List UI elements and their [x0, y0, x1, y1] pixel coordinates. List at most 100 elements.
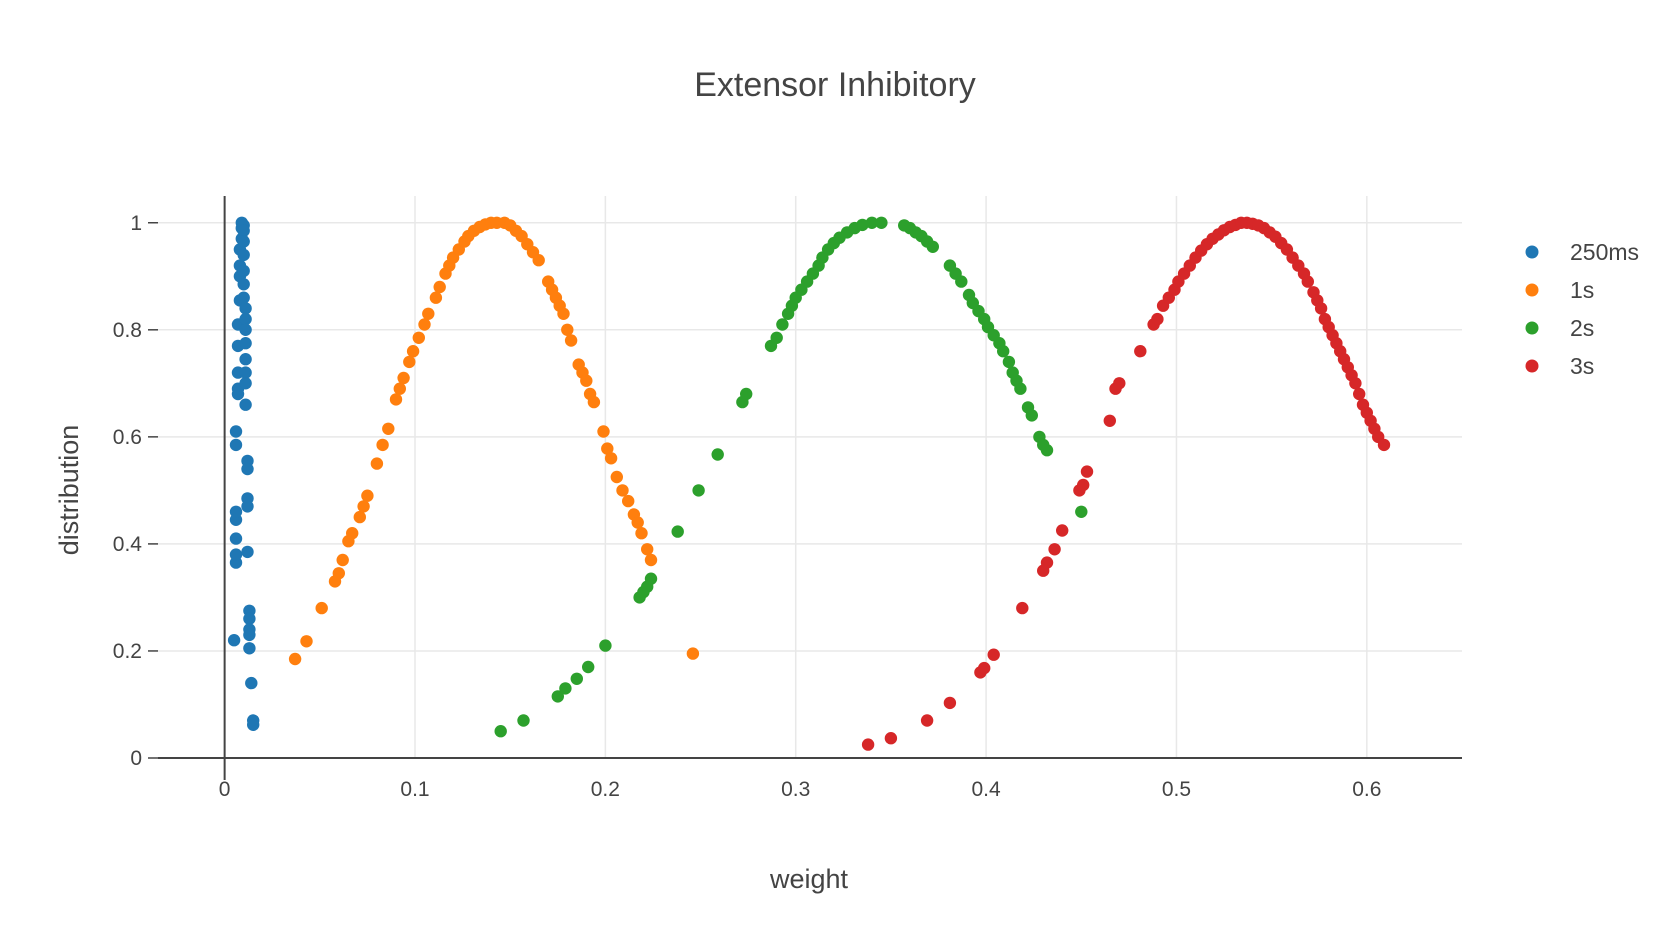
point-250ms: [241, 500, 254, 513]
point-3s: [1377, 438, 1391, 452]
y-tick-label: 0.8: [113, 319, 142, 342]
point-250ms: [243, 642, 256, 655]
point-2s: [692, 484, 705, 497]
legend-label: 1s: [1570, 277, 1594, 303]
point-2s: [1075, 505, 1088, 518]
points-layer: [227, 216, 1391, 751]
point-2s: [494, 725, 507, 738]
legend-item-1s[interactable]: 1s: [1525, 277, 1595, 303]
point-3s: [1151, 312, 1164, 326]
point-3s: [1016, 601, 1029, 615]
x-tick-label: 0.1: [400, 778, 429, 801]
point-2s: [711, 448, 724, 461]
axis-layer: 0 0.1 0.2 0.3 0.4 0.5 0.6 0 0.2 0.4 0.6 0.8 1: [113, 196, 1462, 801]
point-2s: [770, 331, 783, 344]
point-1s: [622, 494, 635, 508]
point-1s: [382, 422, 395, 435]
x-tick-label: 0.6: [1352, 778, 1381, 801]
legend-marker: [1525, 245, 1539, 259]
point-2s: [856, 218, 869, 232]
point-3s: [987, 648, 1000, 661]
point-1s: [397, 371, 410, 385]
point-1s: [346, 527, 359, 540]
point-3s: [1080, 465, 1094, 478]
point-250ms: [239, 312, 252, 326]
point-3s: [1113, 377, 1126, 390]
point-2s: [599, 639, 612, 652]
point-1s: [635, 527, 648, 540]
point-3s: [1040, 556, 1054, 569]
point-250ms: [237, 235, 250, 248]
point-2s: [926, 240, 939, 253]
point-1s: [561, 323, 574, 336]
point-250ms: [239, 302, 252, 315]
point-2s: [997, 345, 1010, 358]
point-250ms: [243, 628, 256, 642]
point-2s: [644, 572, 658, 585]
point-250ms: [237, 224, 250, 237]
point-1s: [644, 553, 658, 567]
point-250ms: [229, 532, 243, 545]
point-3s: [1314, 302, 1328, 315]
point-1s: [610, 470, 623, 484]
legend-item-250ms[interactable]: 250ms: [1525, 239, 1640, 265]
point-250ms: [239, 366, 252, 379]
point-250ms: [241, 462, 254, 476]
point-2s: [582, 660, 595, 674]
point-1s: [332, 567, 345, 580]
legend-item-2s[interactable]: 2s: [1525, 315, 1595, 341]
point-2s: [740, 387, 753, 401]
point-2s: [1025, 409, 1039, 422]
point-1s: [370, 457, 384, 470]
point-250ms: [239, 337, 252, 350]
point-1s: [601, 442, 614, 455]
point-250ms: [229, 425, 243, 438]
point-250ms: [239, 377, 252, 390]
point-250ms: [227, 634, 241, 647]
point-1s: [357, 500, 370, 513]
point-1s: [641, 543, 654, 556]
point-2s: [875, 216, 888, 229]
point-250ms: [237, 291, 250, 304]
point-250ms: [229, 548, 243, 561]
point-1s: [406, 345, 420, 358]
point-2s: [776, 318, 789, 331]
point-2s: [955, 275, 968, 288]
point-1s: [300, 635, 313, 648]
point-1s: [597, 425, 610, 438]
point-2s: [671, 525, 684, 538]
point-1s: [532, 254, 545, 267]
point-2s: [551, 690, 564, 703]
point-2s: [1002, 355, 1016, 369]
x-tick-label: 0.2: [591, 778, 620, 801]
point-1s: [315, 601, 328, 615]
point-1s: [422, 307, 435, 320]
legend-label: 3s: [1570, 353, 1594, 379]
x-tick-label: 0.3: [781, 778, 810, 801]
point-1s: [376, 438, 389, 452]
point-250ms: [239, 323, 252, 336]
point-2s: [1014, 382, 1027, 395]
legend-label: 250ms: [1570, 239, 1639, 265]
point-1s: [564, 334, 578, 347]
point-3s: [1301, 275, 1315, 288]
point-250ms: [229, 505, 243, 518]
point-250ms: [239, 398, 252, 411]
point-3s: [1134, 345, 1147, 358]
point-1s: [604, 452, 618, 465]
point-1s: [557, 307, 570, 320]
point-1s: [403, 355, 416, 369]
x-tick-label: 0.4: [971, 778, 1001, 801]
point-3s: [1056, 524, 1069, 537]
legend[interactable]: 250ms 1s 2s 3s: [1525, 239, 1640, 379]
legend-marker: [1525, 359, 1539, 373]
point-3s: [1103, 414, 1117, 427]
point-1s: [686, 647, 700, 660]
point-1s: [631, 516, 644, 529]
point-2s: [517, 714, 530, 727]
legend-item-3s[interactable]: 3s: [1525, 353, 1595, 379]
point-3s: [920, 714, 934, 727]
point-2s: [570, 672, 583, 685]
y-tick-label: 0.6: [113, 426, 142, 449]
